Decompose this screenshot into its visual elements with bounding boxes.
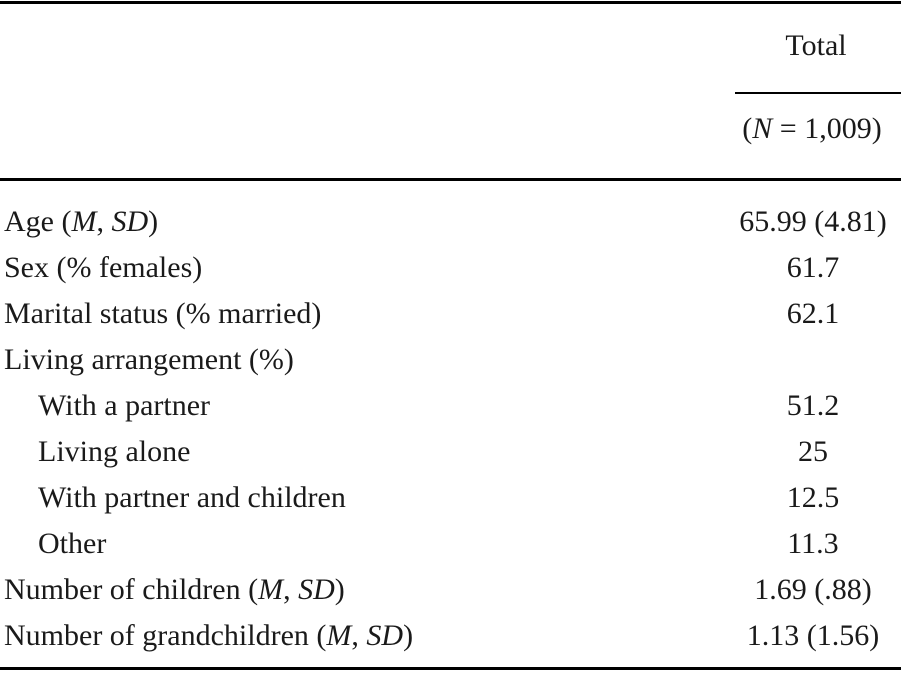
bottom-rule [0, 667, 901, 670]
table-row: Other 11.3 [0, 521, 901, 567]
row-label: Living arrangement (%) [4, 343, 294, 376]
table-row: With a partner 51.2 [0, 383, 901, 429]
row-value: 51.2 [786, 389, 840, 422]
row-label: Marital status (% married) [4, 297, 322, 330]
table-row: Number of grandchildren (M, SD) 1.13 (1.… [0, 613, 901, 659]
table-row: With partner and children 12.5 [0, 475, 901, 521]
row-label: With partner and children [38, 481, 346, 514]
row-value: 61.7 [786, 251, 840, 284]
table-row: Sex (% females) 61.7 [0, 245, 901, 291]
table-row: Living alone 25 [0, 429, 901, 475]
row-value: 11.3 [787, 527, 839, 560]
row-value: 12.5 [786, 481, 840, 514]
row-value: 1.69 (.88) [754, 573, 872, 606]
column-header-rule [735, 92, 901, 94]
header-divider-rule [0, 178, 901, 181]
row-value: 25 [798, 435, 828, 468]
row-label: Age (M, SD) [4, 205, 159, 238]
row-label: With a partner [38, 389, 211, 422]
row-label: Living alone [38, 435, 191, 468]
table-row: Living arrangement (%) [0, 337, 901, 383]
row-label: Number of grandchildren (M, SD) [4, 619, 414, 652]
table-row: Number of children (M, SD) 1.69 (.88) [0, 567, 901, 613]
row-value: 62.1 [786, 297, 840, 330]
column-header-sample-size: (N = 1,009) [742, 112, 882, 145]
table-row: Age (M, SD) 65.99 (4.81) [0, 199, 901, 245]
row-value: 65.99 (4.81) [739, 205, 887, 238]
row-label: Number of children (M, SD) [4, 573, 345, 606]
row-label: Other [38, 527, 107, 560]
table-body: Age (M, SD) 65.99 (4.81) Sex (% females)… [0, 181, 901, 659]
row-label: Sex (% females) [4, 251, 203, 284]
column-header-total: Total [785, 29, 847, 62]
table-row: Marital status (% married) 62.1 [0, 291, 901, 337]
row-value: 1.13 (1.56) [746, 619, 880, 652]
table-header: Total (N = 1,009) [0, 4, 901, 178]
top-rule [0, 1, 901, 4]
